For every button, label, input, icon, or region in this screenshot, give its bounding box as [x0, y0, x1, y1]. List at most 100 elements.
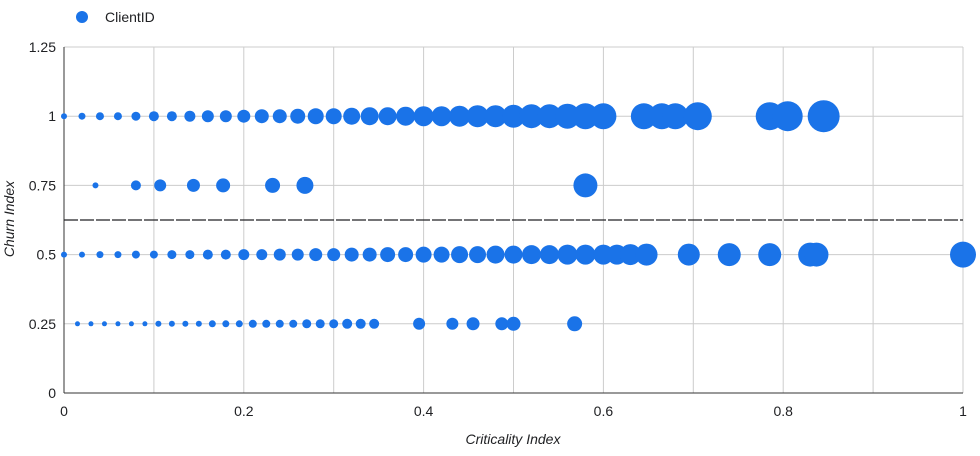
data-point [325, 108, 342, 125]
data-point [619, 244, 641, 266]
axis-ticks: 0 0.2 0.4 0.6 0.8 1 0 0.25 0.5 0.75 1 1.25 [29, 39, 967, 419]
data-point [378, 107, 397, 126]
y-tick-label: 0.75 [29, 177, 56, 193]
data-point [539, 245, 559, 265]
data-point [772, 101, 803, 132]
data-point [466, 105, 489, 128]
data-point [78, 251, 85, 258]
data-point [88, 321, 94, 327]
legend-marker [76, 11, 88, 23]
data-point [950, 241, 976, 268]
data-point [807, 100, 840, 133]
data-point [413, 106, 434, 127]
data-point [61, 251, 67, 258]
data-point [635, 243, 658, 266]
data-point [342, 318, 353, 329]
data-point [248, 319, 257, 328]
data-point [149, 250, 158, 259]
data-point [344, 247, 359, 262]
data-point [130, 180, 141, 191]
data-point [272, 109, 287, 124]
data-point [449, 105, 471, 127]
x-axis-title: Criticality Index [466, 431, 562, 447]
data-point [254, 109, 269, 124]
data-point [238, 249, 250, 261]
data-point [235, 320, 243, 328]
data-point [208, 320, 216, 328]
data-point [575, 244, 596, 265]
data-point [74, 321, 80, 327]
data-point [446, 317, 459, 330]
data-point [275, 319, 284, 328]
data-point [683, 102, 712, 131]
data-point [554, 103, 580, 129]
y-tick-label: 0.25 [29, 316, 56, 332]
data-point [469, 246, 487, 264]
data-point [202, 249, 213, 260]
x-tick-label: 0.6 [594, 403, 614, 419]
data-point [573, 173, 598, 198]
data-point [220, 249, 231, 260]
data-point [256, 249, 268, 261]
data-point [168, 320, 175, 327]
data-point [186, 178, 200, 192]
data-point [142, 321, 148, 327]
data-point [201, 110, 214, 123]
data-point [758, 243, 782, 267]
data-point [195, 320, 202, 327]
y-tick-label: 1.25 [29, 39, 56, 55]
data-point [182, 320, 189, 327]
data-point [296, 176, 314, 194]
data-point [355, 318, 366, 329]
data-point [380, 247, 396, 263]
data-point [315, 319, 325, 329]
data-point [360, 107, 379, 126]
data-point [115, 321, 121, 327]
data-point [219, 110, 232, 123]
legend-label: ClientID [105, 9, 155, 25]
data-point [495, 317, 509, 331]
data-point [307, 108, 324, 125]
data-point [302, 319, 312, 329]
data-point [486, 245, 505, 264]
data-point [184, 110, 196, 122]
x-tick-label: 0.8 [773, 403, 793, 419]
data-point [804, 242, 829, 267]
data-point [291, 248, 304, 261]
data-point [216, 178, 231, 193]
x-tick-label: 0.4 [414, 403, 434, 419]
data-point [185, 250, 195, 260]
data-point [630, 103, 657, 130]
data-point [396, 106, 416, 126]
x-tick-label: 1 [959, 403, 967, 419]
data-point [154, 179, 167, 192]
data-points [61, 100, 976, 332]
data-point [222, 320, 230, 328]
data-point [289, 319, 298, 328]
x-tick-label: 0 [60, 403, 68, 419]
data-point [329, 319, 339, 329]
data-point [114, 251, 122, 259]
data-point [166, 111, 177, 122]
data-point [61, 113, 67, 120]
y-axis-title: Churn Index [1, 180, 17, 257]
data-point [431, 106, 452, 127]
data-point [362, 247, 377, 262]
data-point [237, 109, 251, 123]
data-point [96, 251, 104, 259]
x-tick-label: 0.2 [234, 403, 254, 419]
data-point [167, 250, 177, 260]
data-point [521, 245, 541, 265]
data-point [327, 248, 341, 262]
data-point [290, 108, 306, 124]
data-point [572, 103, 599, 130]
data-point [101, 321, 107, 327]
data-point [504, 245, 523, 264]
data-point [92, 182, 99, 189]
data-point [451, 246, 469, 264]
data-point [677, 243, 700, 266]
data-point [484, 105, 507, 128]
data-point [265, 177, 281, 193]
data-point [309, 248, 323, 262]
